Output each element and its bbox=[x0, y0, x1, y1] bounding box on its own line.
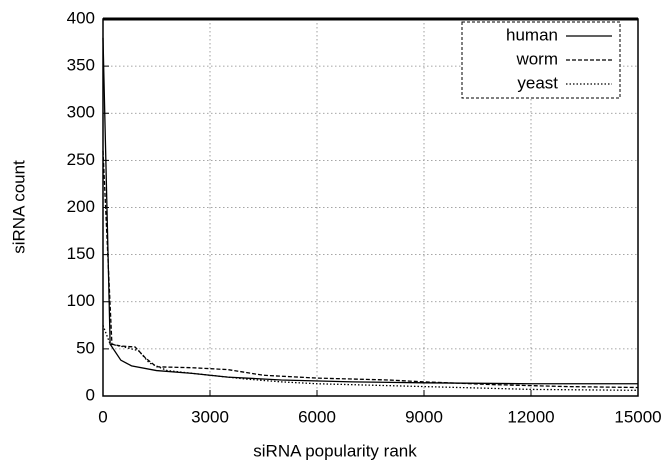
x-axis-label: siRNA popularity rank bbox=[253, 441, 417, 460]
legend-label: human bbox=[506, 25, 558, 44]
series-line bbox=[102, 325, 639, 391]
y-tick-label: 400 bbox=[67, 8, 95, 27]
x-tick-label: 6000 bbox=[298, 407, 336, 426]
legend-label: yeast bbox=[517, 73, 558, 92]
series-line bbox=[102, 150, 639, 389]
y-tick-label: 0 bbox=[86, 385, 95, 404]
x-tick-label: 15000 bbox=[614, 407, 661, 426]
x-tick-label: 12000 bbox=[507, 407, 554, 426]
x-tick-label: 0 bbox=[98, 407, 107, 426]
x-tick-label: 9000 bbox=[405, 407, 443, 426]
x-tick-label: 3000 bbox=[191, 407, 229, 426]
y-axis-label: siRNA count bbox=[9, 160, 28, 254]
y-tick-label: 50 bbox=[76, 338, 95, 357]
y-tick-label: 150 bbox=[67, 244, 95, 263]
legend-label: worm bbox=[515, 49, 558, 68]
y-tick-label: 250 bbox=[67, 150, 95, 169]
y-tick-label: 350 bbox=[67, 56, 95, 75]
y-tick-label: 200 bbox=[67, 197, 95, 216]
y-tick-label: 300 bbox=[67, 103, 95, 122]
series-line bbox=[102, 37, 638, 385]
y-tick-label: 100 bbox=[67, 291, 95, 310]
